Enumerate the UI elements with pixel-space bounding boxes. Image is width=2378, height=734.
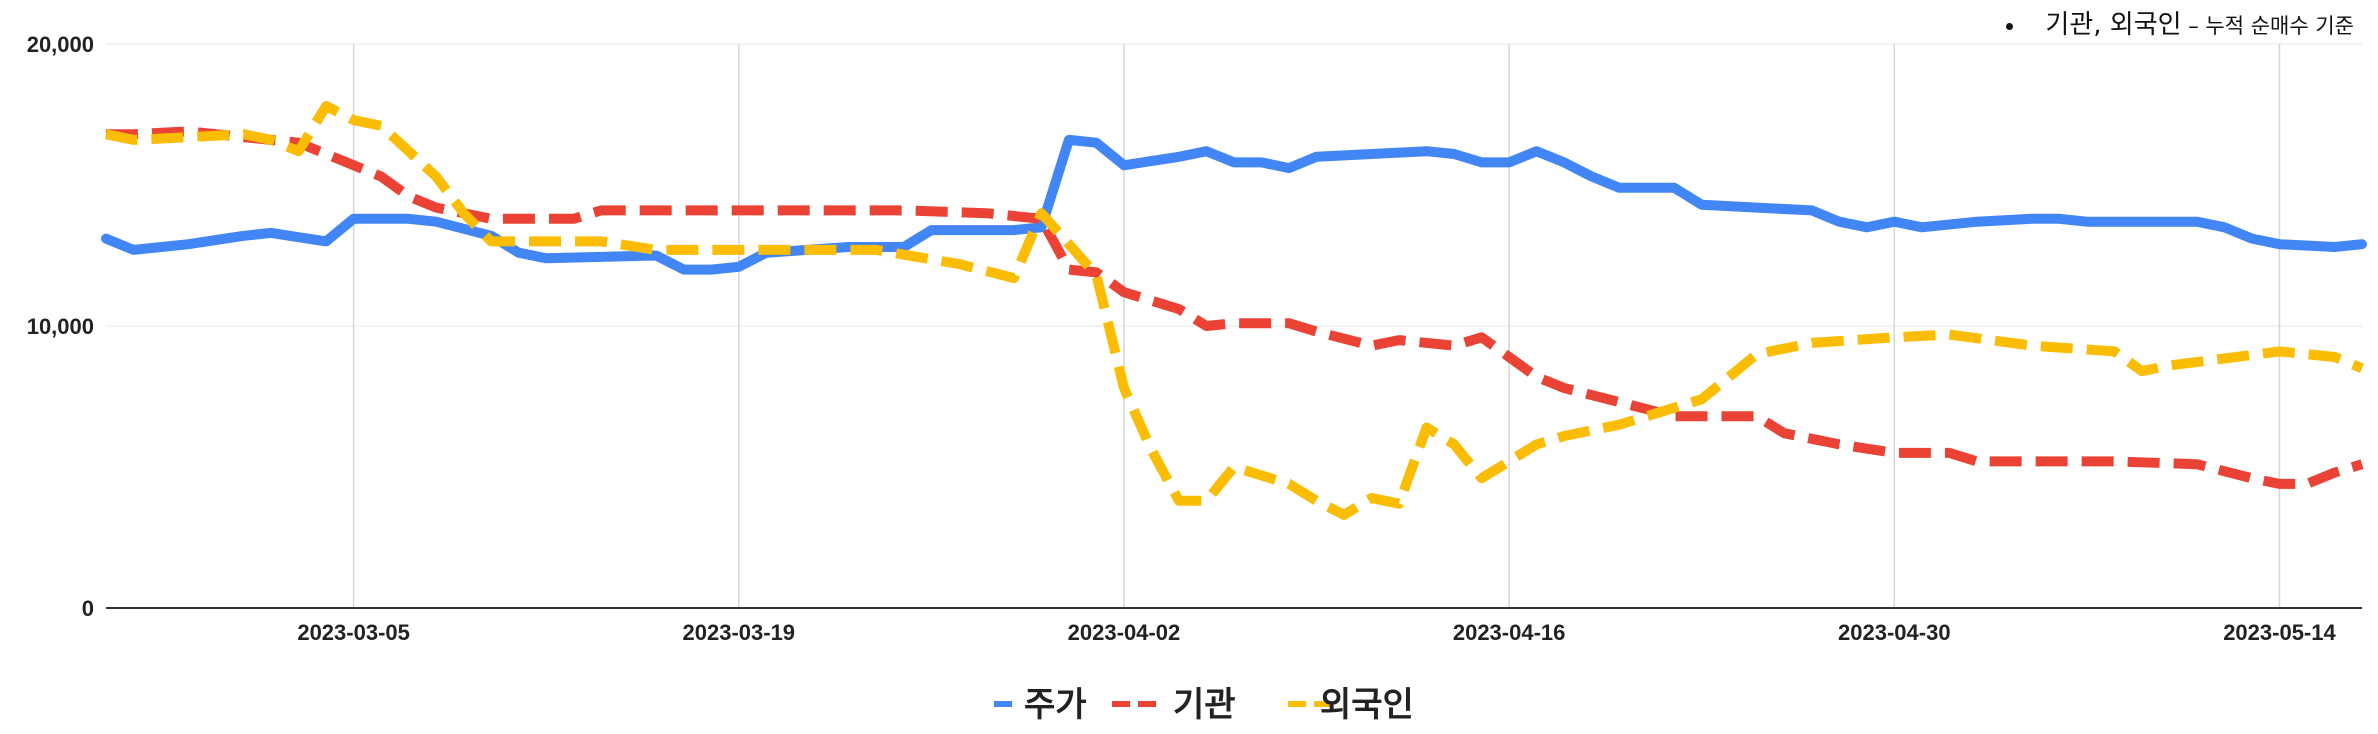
x-tick-label: 2023-03-19	[683, 620, 796, 645]
y-axis-ticks: 0 10,000 20,000	[27, 32, 94, 621]
x-tick-label: 2023-03-05	[297, 620, 410, 645]
legend: 주가 기관 외국인	[994, 685, 1414, 725]
note-basis: – 누적 순매수 기준	[2181, 14, 2354, 38]
x-tick-label: 2023-04-30	[1838, 620, 1951, 645]
legend-label-2: 기관	[1173, 685, 1236, 725]
legend-label-1: 주가	[1024, 685, 1087, 725]
y-tick-label: 20,000	[27, 32, 94, 57]
series-line-1	[101, 134, 2367, 275]
gridlines	[106, 43, 2362, 609]
y-tick-label: 10,000	[27, 314, 94, 339]
x-axis-ticks: 2023-03-05 2023-03-19 2023-04-02 2023-04-16…	[297, 620, 2336, 645]
y-tick-label: 0	[82, 596, 94, 621]
x-tick-label: 2023-04-16	[1453, 620, 1566, 645]
series-lines	[101, 101, 2367, 520]
series-line-2	[106, 126, 2364, 489]
x-tick-label: 2023-05-14	[2223, 620, 2336, 645]
note-series: 기관, 외국인	[2045, 10, 2182, 40]
series-note: 기관, 외국인 – 누적 순매수 기준	[2006, 4, 2354, 41]
bullet-icon	[2006, 22, 2014, 30]
legend-label-3: 외국인	[1320, 685, 1414, 725]
series-line-3	[104, 101, 2364, 520]
x-tick-label: 2023-04-02	[1068, 620, 1181, 645]
